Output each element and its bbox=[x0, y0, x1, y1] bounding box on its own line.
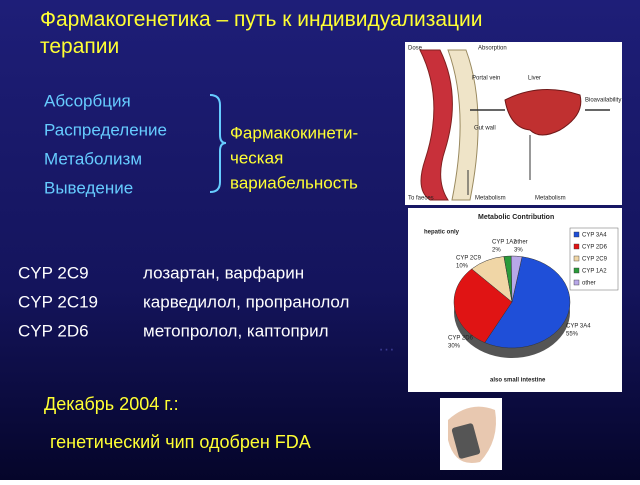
chip bbox=[451, 423, 481, 459]
figure-label: Absorption bbox=[478, 46, 507, 52]
drug-list: метопролол, каптоприл bbox=[143, 321, 329, 340]
process-group: Фармакокинети-ческая вариабельность bbox=[230, 123, 358, 192]
slide-title: Фармакогенетика – путь к индивидуализаци… bbox=[40, 8, 483, 58]
liver bbox=[504, 89, 582, 136]
legend-frame bbox=[569, 227, 619, 291]
slice-value: 3% bbox=[514, 248, 523, 254]
group-label: вариабельность bbox=[230, 173, 358, 192]
process-item: Абсорбция bbox=[44, 91, 131, 110]
arrow bbox=[467, 135, 531, 195]
figure-label: Liver bbox=[528, 76, 541, 82]
group-label: Фармакокинети- bbox=[230, 123, 358, 142]
legend-label: CYP 2D6 bbox=[582, 245, 608, 251]
figure-label: Portal vein bbox=[472, 76, 500, 82]
figure-label: Gut wall bbox=[474, 126, 496, 132]
title-line: Фармакогенетика – путь к индивидуализаци… bbox=[40, 8, 483, 31]
footer-date: Декабрь 2004 г.: bbox=[44, 394, 179, 414]
figure-label: Dose bbox=[408, 46, 423, 52]
legend-swatch bbox=[573, 279, 580, 286]
figure-label: Metabolism bbox=[475, 196, 506, 202]
legend-swatch bbox=[573, 267, 580, 274]
title-line: терапии bbox=[40, 35, 119, 58]
chart-subtitle: hepatic only bbox=[424, 230, 460, 236]
pie-slice bbox=[484, 256, 571, 349]
metabolic-chart: Metabolic Contribution hepatic only also… bbox=[408, 208, 622, 392]
legend-swatch bbox=[573, 231, 580, 238]
process-item: Метаболизм bbox=[44, 149, 142, 168]
drug-table: CYP 2C9 лозартан, варфарин CYP 2C19 карведи… bbox=[18, 263, 395, 354]
pie-slice bbox=[453, 268, 513, 343]
legend-label: CYP 2C9 bbox=[582, 257, 608, 263]
legend-label: CYP 1A2 bbox=[582, 269, 607, 275]
slice-name: other bbox=[514, 240, 528, 246]
gene-name: CYP 2C9 bbox=[18, 263, 89, 282]
drug-list: карведилол, пропранолол bbox=[143, 292, 349, 311]
slice-value: 30% bbox=[448, 344, 461, 350]
slice-name: CYP 3A4 bbox=[566, 324, 591, 330]
process-item: Выведение bbox=[44, 178, 133, 197]
vein bbox=[447, 49, 479, 201]
ellipsis: … bbox=[378, 335, 395, 354]
group-label: ческая bbox=[230, 148, 283, 167]
legend-swatch bbox=[573, 243, 580, 250]
slice-name: CYP 2D6 bbox=[448, 336, 474, 342]
figure-label: To faeces bbox=[408, 196, 434, 202]
process-item: Распределение bbox=[44, 120, 167, 139]
pie-slice bbox=[510, 255, 523, 303]
pk-figure: Dose Absorption Portal vein Liver Bioavailab… bbox=[405, 42, 622, 205]
figure-label: Bioavailability bbox=[585, 98, 621, 104]
chart-title: Metabolic Contribution bbox=[478, 214, 554, 221]
slice-name: CYP 2C9 bbox=[456, 256, 482, 262]
intestine bbox=[419, 49, 453, 201]
brace bbox=[209, 94, 227, 193]
gene-name: CYP 2C19 bbox=[18, 292, 98, 311]
slice-value: 55% bbox=[566, 332, 579, 338]
slice-value: 2% bbox=[492, 248, 501, 254]
slice-name: CYP 1A2 bbox=[492, 240, 517, 246]
gene-name: CYP 2D6 bbox=[18, 321, 89, 340]
chart-footnote: also small intestine bbox=[490, 378, 546, 384]
figure-label: Metabolism bbox=[535, 196, 566, 202]
legend-label: other bbox=[582, 281, 596, 287]
drug-list: лозартан, варфарин bbox=[143, 263, 304, 282]
legend-swatch bbox=[573, 255, 580, 262]
slice-value: 10% bbox=[456, 264, 469, 270]
process-list: Абсорбция Распределение Метаболизм Выведени… bbox=[44, 91, 167, 197]
chip-image bbox=[440, 398, 502, 470]
footer-note: генетический чип одобрен FDA bbox=[50, 432, 311, 452]
legend-label: CYP 3A4 bbox=[582, 233, 607, 239]
